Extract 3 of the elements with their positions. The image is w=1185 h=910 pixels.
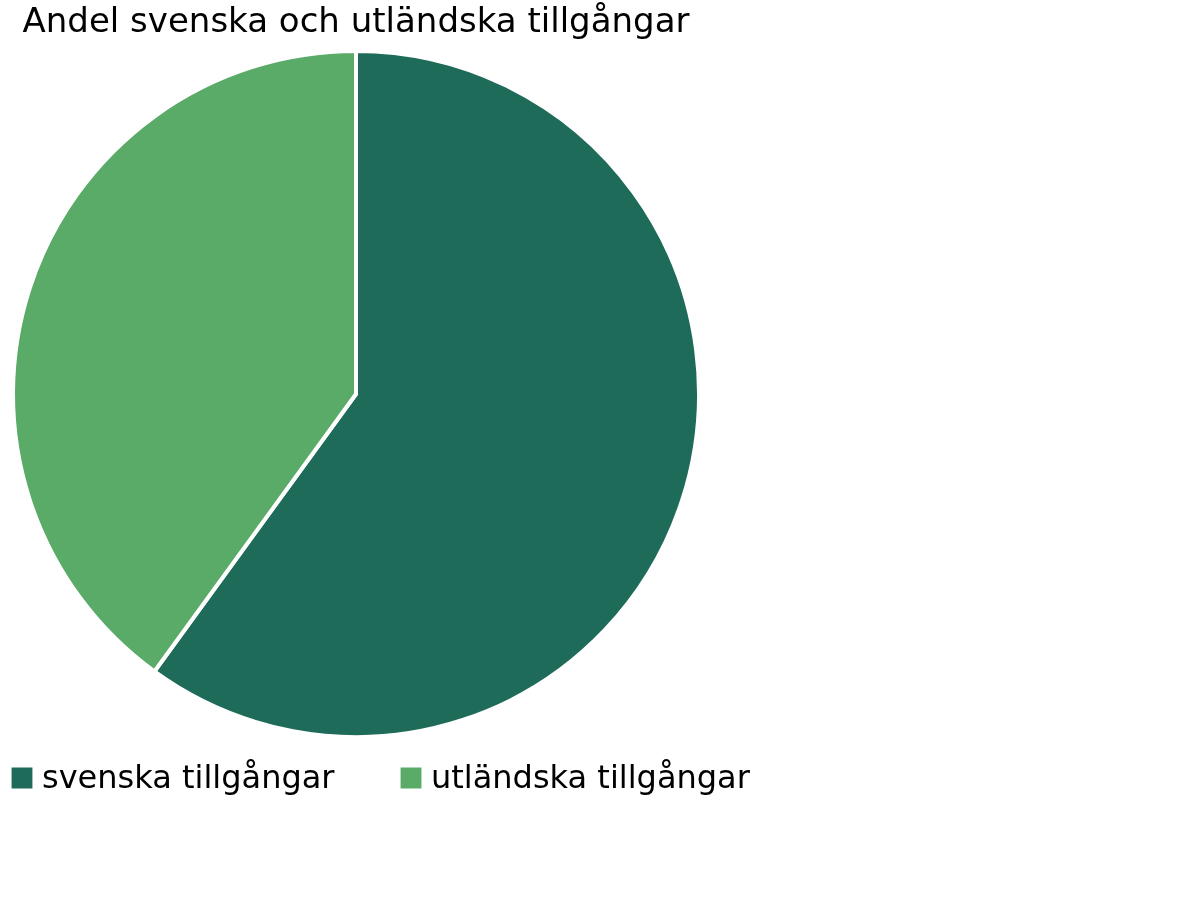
legend-label: svenska tillgångar bbox=[42, 758, 336, 796]
chart-title: Andel svenska och utländska tillgångar bbox=[22, 0, 690, 40]
legend-label: utländska tillgångar bbox=[431, 758, 751, 796]
